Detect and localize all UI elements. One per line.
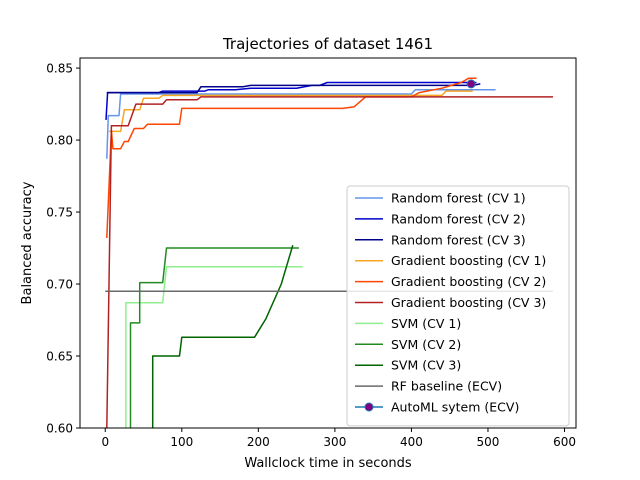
- y-tick-label: 0.80: [46, 134, 73, 148]
- x-axis-label: Wallclock time in seconds: [244, 456, 412, 471]
- series-point-automl-sytem-ecv: [466, 79, 476, 89]
- series-line-gradient-boosting-cv-2: [106, 77, 477, 239]
- y-tick-label: 0.75: [46, 206, 73, 220]
- legend: Random forest (CV 1) Random forest (CV 2)…: [346, 185, 570, 427]
- y-tick-label: 0.60: [46, 422, 73, 436]
- x-axis: 0 100 200 300 400 500 600: [101, 428, 576, 449]
- legend-label-automl-sytem-ecv: AutoML sytem (ECV): [391, 400, 519, 415]
- x-tick-label: 0: [101, 435, 109, 449]
- legend-label-svm-cv-2: SVM (CV 2): [391, 337, 461, 352]
- y-axis-label: Balanced accuracy: [20, 181, 35, 304]
- plot-frame: [79, 57, 577, 429]
- legend-label-random-forest-cv-2: Random forest (CV 2): [391, 211, 526, 226]
- series-line-gradient-boosting-cv-1: [109, 90, 473, 133]
- y-tick-label: 0.65: [46, 350, 73, 364]
- y-tick-label: 0.70: [46, 278, 73, 292]
- series-line-gradient-boosting-cv-3: [106, 96, 553, 428]
- legend-label-random-forest-cv-1: Random forest (CV 1): [391, 191, 526, 206]
- legend-label-gradient-boosting-cv-3: Gradient boosting (CV 3): [391, 295, 546, 310]
- legend-label-rf-baseline-ecv: RF baseline (ECV): [391, 379, 502, 394]
- x-tick-label: 400: [400, 435, 423, 449]
- x-tick-label: 500: [477, 435, 500, 449]
- chart-title: Trajectories of dataset 1461: [222, 35, 433, 53]
- y-tick-label: 0.85: [46, 62, 73, 76]
- x-tick-label: 600: [553, 435, 576, 449]
- plot-marker-group: [466, 79, 476, 89]
- legend-label-svm-cv-1: SVM (CV 1): [391, 316, 461, 331]
- series-line-svm-cv-1: [125, 266, 303, 428]
- legend-label-gradient-boosting-cv-2: Gradient boosting (CV 2): [391, 274, 546, 289]
- legend-label-random-forest-cv-3: Random forest (CV 3): [391, 232, 526, 247]
- series-line-svm-cv-2: [129, 247, 299, 428]
- legend-marker-automl-sytem-ecv: [364, 402, 374, 412]
- legend-label-gradient-boosting-cv-1: Gradient boosting (CV 1): [391, 253, 546, 268]
- series-line-svm-cv-3: [151, 244, 294, 428]
- x-tick-label: 300: [323, 435, 346, 449]
- legend-box: [346, 185, 570, 427]
- x-tick-label: 100: [170, 435, 193, 449]
- x-tick-label: 200: [247, 435, 270, 449]
- legend-label-svm-cv-3: SVM (CV 3): [391, 358, 461, 373]
- y-axis: 0.60 0.65 0.70 0.75 0.80 0.85: [46, 62, 80, 436]
- series-line-random-forest-cv-1: [106, 88, 496, 159]
